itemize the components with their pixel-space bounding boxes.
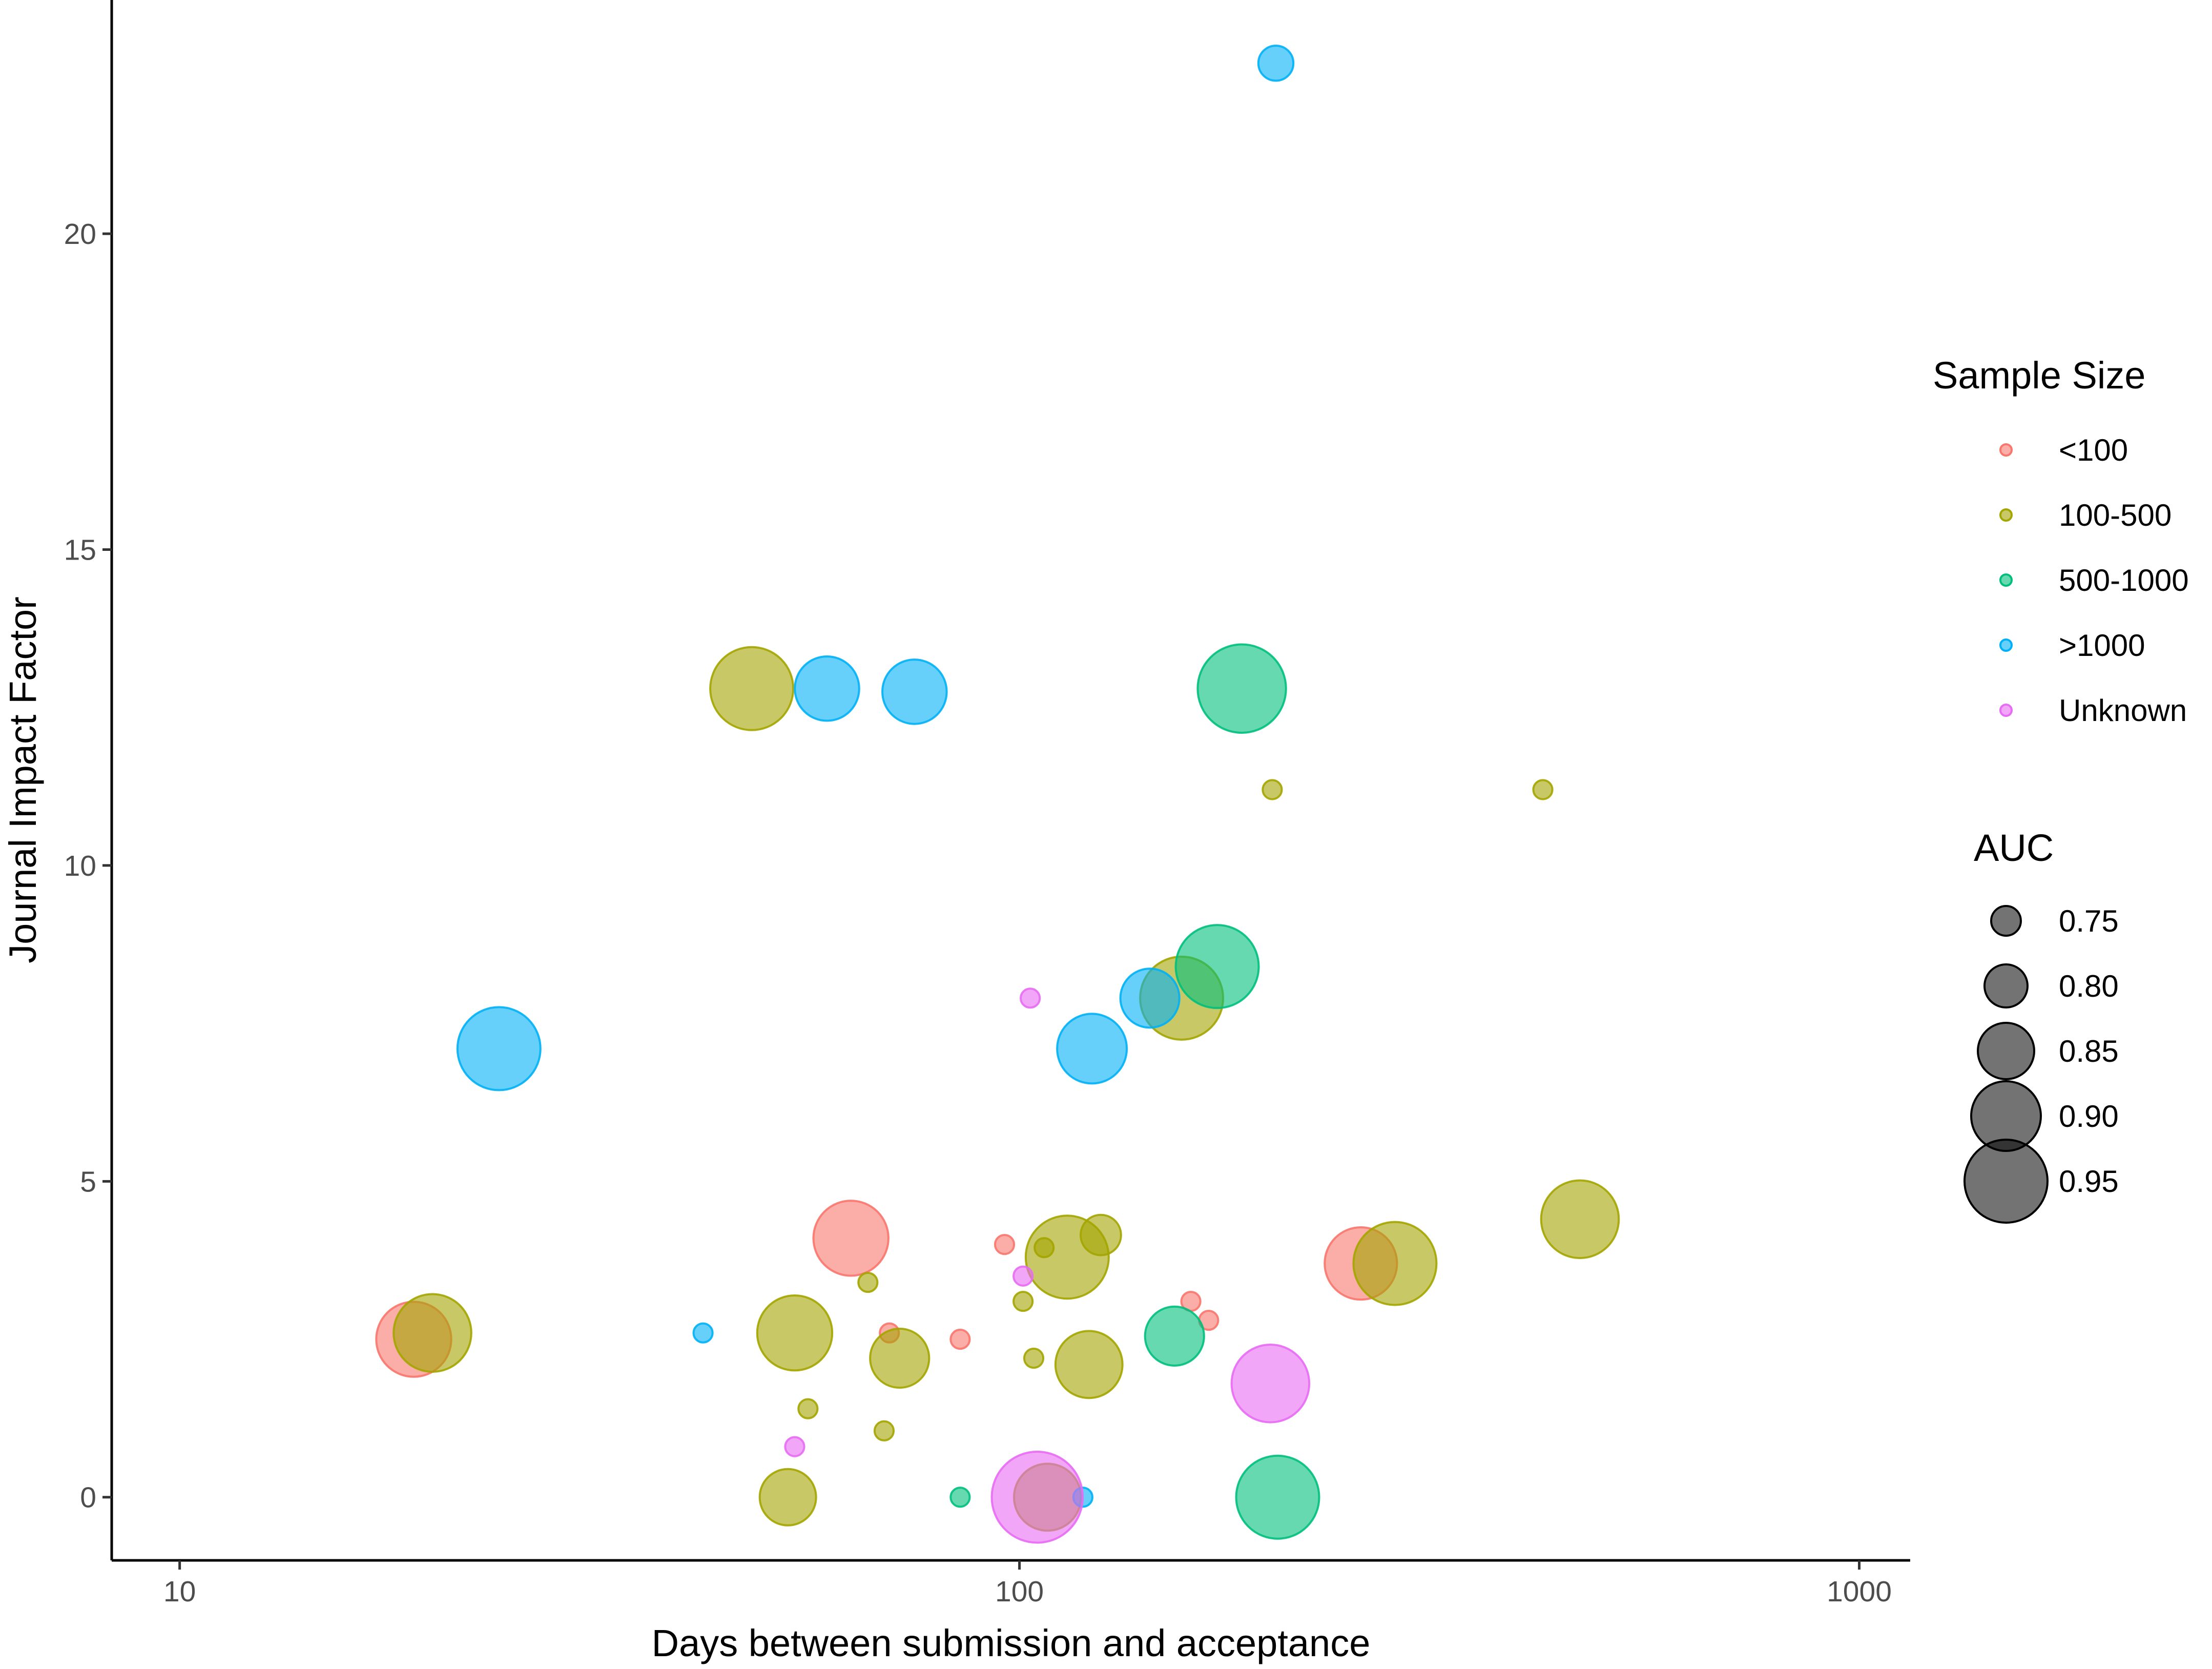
legend-label: 0.85	[2059, 1034, 2119, 1068]
data-point	[1257, 45, 1295, 82]
data-point	[392, 1293, 472, 1373]
data-point	[1235, 1454, 1320, 1540]
legend-label: 0.95	[2059, 1164, 2119, 1199]
data-point	[456, 1006, 542, 1091]
y-tick-label: 10	[64, 850, 96, 882]
data-point	[1144, 1305, 1205, 1367]
data-point	[1532, 779, 1554, 800]
x-axis-title: Days between submission and acceptance	[652, 1622, 1371, 1664]
legend-key	[1999, 508, 2013, 522]
legend-label: 500-1000	[2059, 563, 2189, 597]
legend-label: 0.75	[2059, 904, 2119, 938]
legend-key	[1977, 1022, 2035, 1080]
legend-label: 0.90	[2059, 1099, 2119, 1134]
data-point	[1119, 967, 1181, 1029]
x-tick-label: 100	[995, 1575, 1044, 1608]
sample-size-legend-title: Sample Size	[1933, 354, 2145, 397]
legend-key	[1963, 1139, 2049, 1224]
data-point	[1174, 924, 1260, 1009]
data-point	[758, 1468, 817, 1527]
y-ticks: 0 5 10 15 20	[64, 218, 112, 1514]
sample-size-legend: Sample Size <100 100-500 500-1000 >1000 Unkn…	[1933, 354, 2189, 728]
legend-key	[1990, 905, 2022, 937]
points-layer	[375, 45, 1620, 1544]
legend-item: Unknown	[1999, 693, 2187, 728]
x-tick-label: 1000	[1827, 1575, 1892, 1608]
legend-key	[1999, 638, 2013, 652]
data-point	[797, 1398, 819, 1419]
data-point	[1023, 1347, 1045, 1369]
y-tick-label: 15	[64, 534, 96, 567]
data-point	[1230, 1344, 1311, 1424]
data-point	[881, 658, 948, 725]
data-point	[794, 655, 860, 722]
legend-label: Unknown	[2059, 693, 2187, 728]
data-point	[1540, 1179, 1620, 1260]
y-tick-label: 5	[80, 1165, 96, 1198]
legend-item: 0.80	[1983, 963, 2119, 1008]
data-point	[990, 1450, 1084, 1544]
series	[456, 45, 1295, 1508]
y-axis-title: Journal Impact Factor	[2, 596, 44, 963]
legend-key	[1983, 963, 2029, 1008]
legend-key	[1999, 573, 2013, 587]
data-point	[869, 1327, 931, 1389]
data-point	[1262, 779, 1283, 800]
legend-key	[1999, 704, 2013, 717]
data-point	[709, 646, 795, 731]
y-tick-label: 20	[64, 218, 96, 251]
data-point	[1196, 643, 1287, 734]
legend-key	[1999, 443, 2013, 457]
legend-label: 0.80	[2059, 969, 2119, 1003]
series	[949, 643, 1320, 1540]
data-point	[873, 1420, 895, 1441]
series	[392, 646, 1620, 1532]
legend-item: 0.75	[1990, 904, 2119, 938]
auc-legend-title: AUC	[1974, 827, 2054, 869]
legend-item: 500-1000	[1999, 563, 2189, 597]
y-tick-label: 0	[80, 1481, 96, 1514]
data-point	[1020, 987, 1041, 1009]
data-point	[949, 1328, 971, 1350]
data-point	[1012, 1265, 1034, 1287]
legend-item: 0.90	[1970, 1080, 2119, 1152]
axes: 0 5 10 15 20 10 100 1000	[64, 0, 1910, 1608]
data-point	[994, 1234, 1016, 1255]
data-point	[1054, 1330, 1124, 1399]
legend-label: 100-500	[2059, 498, 2172, 532]
data-point	[949, 1487, 971, 1508]
legend-label: <100	[2059, 433, 2128, 467]
legend-item: <100	[1999, 433, 2128, 467]
x-tick-label: 10	[163, 1575, 196, 1608]
data-point	[1352, 1221, 1438, 1306]
data-point	[784, 1436, 805, 1457]
data-point	[857, 1271, 879, 1293]
series	[784, 987, 1311, 1544]
legend-item: >1000	[1999, 628, 2145, 663]
legend-item: 0.85	[1977, 1022, 2119, 1080]
legend-label: >1000	[2059, 628, 2145, 663]
auc-legend: AUC 0.75 0.80 0.85 0.90 0.95	[1963, 827, 2119, 1224]
legend-item: 0.95	[1963, 1139, 2119, 1224]
data-point	[1056, 1013, 1128, 1085]
data-point	[756, 1294, 834, 1372]
legend-item: 100-500	[1999, 498, 2172, 532]
data-point	[692, 1322, 714, 1344]
x-ticks: 10 100 1000	[163, 1560, 1892, 1608]
data-point	[1080, 1213, 1122, 1256]
data-point	[812, 1200, 890, 1277]
data-point	[1012, 1290, 1034, 1312]
